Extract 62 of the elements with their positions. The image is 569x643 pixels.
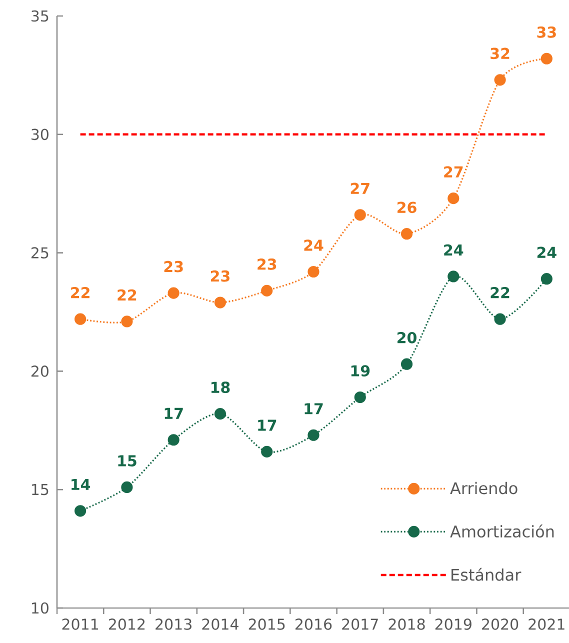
- y-tick-label: 30: [32, 128, 48, 140]
- data-label: 26: [398, 202, 416, 214]
- x-tick-label: 2018: [388, 618, 425, 630]
- point: [494, 313, 506, 325]
- x-tick-label: 2021: [528, 618, 564, 630]
- point: [121, 316, 133, 328]
- point: [494, 74, 506, 86]
- data-label: 24: [537, 246, 556, 258]
- point: [448, 192, 460, 204]
- data-label: 32: [490, 48, 510, 60]
- point: [74, 505, 86, 517]
- y-tick-label: 35: [32, 10, 48, 22]
- data-label: 14: [72, 478, 90, 490]
- x-tick-label: 2012: [108, 618, 145, 630]
- data-label: 17: [304, 403, 323, 414]
- x-tick-label: 2013: [156, 618, 192, 630]
- x-tick-label: 2016: [296, 618, 332, 630]
- legend-label: Estándar: [452, 568, 522, 581]
- data-label: 15: [118, 455, 136, 466]
- point: [354, 391, 366, 404]
- point: [168, 287, 180, 299]
- point: [354, 209, 366, 221]
- point: [261, 446, 273, 458]
- data-label: 27: [444, 166, 463, 178]
- data-label: 23: [258, 258, 276, 270]
- data-label: 22: [118, 289, 136, 300]
- point: [400, 358, 413, 370]
- point: [214, 408, 226, 420]
- data-label: 23: [164, 260, 183, 272]
- x-tick-label: 2011: [62, 618, 98, 630]
- data-label: 20: [398, 332, 416, 344]
- x-tick-label: 2015: [248, 618, 285, 630]
- y-tick-label: 25: [31, 247, 48, 258]
- data-label: 22: [71, 286, 90, 298]
- data-label: 24: [304, 240, 324, 251]
- y-tick-label: 10: [32, 602, 48, 614]
- point: [214, 296, 226, 308]
- point: [308, 266, 320, 278]
- legend-label: Arriendo: [450, 482, 518, 494]
- point: [308, 429, 320, 441]
- x-tick-label: 2020: [482, 618, 518, 630]
- point: [74, 313, 86, 325]
- legend-label: Amortización: [450, 524, 554, 538]
- data-label: 17: [164, 408, 183, 419]
- y-tick-label: 15: [32, 484, 48, 496]
- point: [121, 481, 133, 494]
- data-label: 23: [210, 270, 230, 282]
- data-label: 24: [444, 244, 464, 256]
- data-label: 19: [351, 365, 370, 376]
- data-label: 17: [258, 420, 276, 431]
- point: [448, 270, 460, 282]
- data-label: 33: [537, 26, 556, 38]
- y-tick-label: 20: [31, 366, 48, 377]
- point: [168, 434, 180, 446]
- data-label: 18: [211, 382, 230, 394]
- point: [261, 284, 273, 296]
- data-label: 27: [350, 182, 370, 194]
- point: [400, 228, 413, 240]
- x-tick-label: 2017: [342, 618, 378, 630]
- x-tick-label: 2019: [435, 618, 472, 630]
- x-tick-label: 2014: [202, 618, 238, 630]
- data-label: 22: [490, 286, 510, 298]
